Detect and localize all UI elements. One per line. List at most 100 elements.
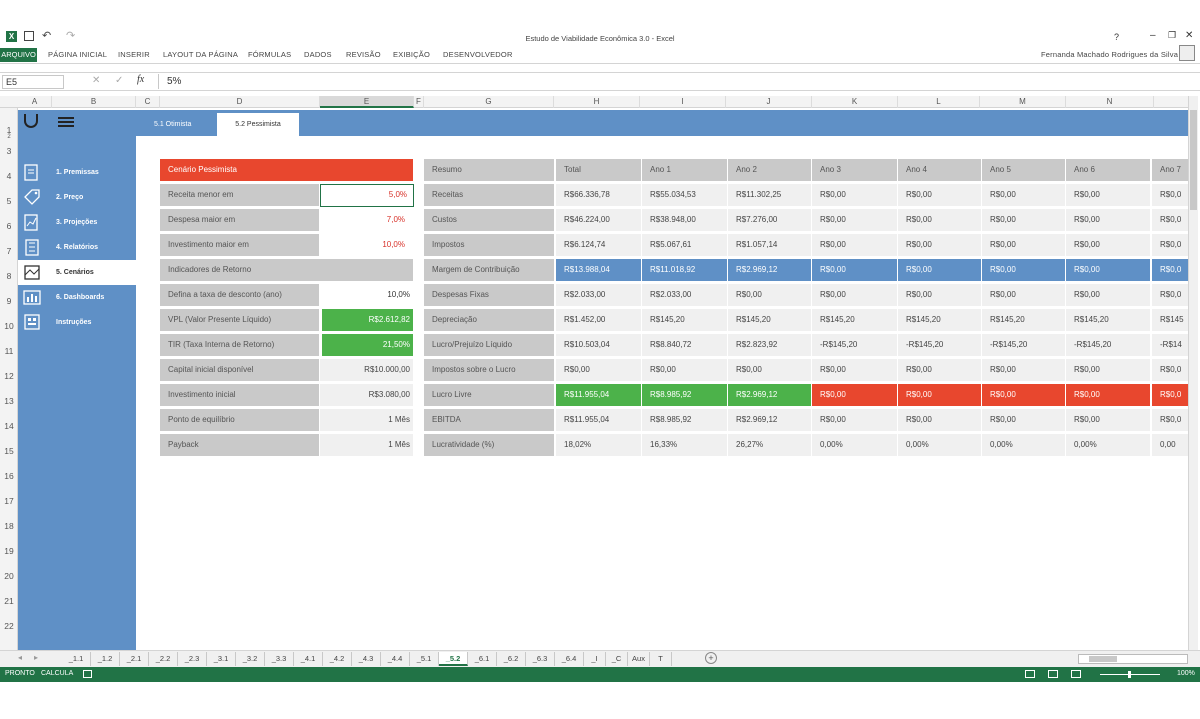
row-header[interactable]: 14 <box>4 421 14 431</box>
row-header[interactable]: 11 <box>4 346 14 356</box>
row-header[interactable]: 16 <box>4 471 14 481</box>
column-header[interactable]: B <box>52 96 136 108</box>
sidebar-item-cenarios[interactable]: 5. Cenários <box>18 260 136 285</box>
row-header[interactable]: 17 <box>4 496 14 506</box>
tab-otimista[interactable]: 5.1 Otimista <box>154 121 192 128</box>
row-header[interactable]: 19 <box>4 546 14 556</box>
sheet-tab[interactable]: _4.1 <box>294 652 323 666</box>
row-header[interactable]: 18 <box>4 521 14 531</box>
tab-desenvolvedor[interactable]: DESENVOLVEDOR <box>443 50 513 59</box>
avatar[interactable] <box>1179 45 1195 61</box>
page-break-icon[interactable] <box>1071 670 1081 678</box>
row-header[interactable]: 6 <box>6 221 12 231</box>
column-header[interactable]: D <box>160 96 320 108</box>
sheet-tab[interactable]: _2.1 <box>120 652 149 666</box>
horizontal-scrollbar[interactable] <box>1078 654 1188 664</box>
scenario-value[interactable]: 7,0% <box>386 215 405 224</box>
column-header[interactable]: G <box>424 96 554 108</box>
tab-dados[interactable]: DADOS <box>304 50 332 59</box>
sidebar-item-instrucoes[interactable]: Instruções <box>18 310 136 335</box>
column-header[interactable]: J <box>726 96 812 108</box>
row-header[interactable]: 9 <box>6 296 12 306</box>
tab-pagina-inicial[interactable]: PÁGINA INICIAL <box>48 50 108 59</box>
sheet-tab[interactable]: _5.1 <box>410 652 439 666</box>
help-icon[interactable]: ? <box>1114 32 1120 42</box>
row-header[interactable]: 10 <box>4 321 14 331</box>
confirm-icon[interactable]: ✓ <box>115 75 124 86</box>
row-header[interactable]: 20 <box>4 571 14 581</box>
scenario-value[interactable]: 5,0% <box>320 184 414 207</box>
row-header[interactable]: 13 <box>4 396 14 406</box>
sheet-tab[interactable]: _3.2 <box>236 652 265 666</box>
tab-pessimista[interactable]: 5.2 Pessimista <box>217 113 299 136</box>
row-header[interactable]: 12 <box>4 371 14 381</box>
column-header[interactable]: K <box>812 96 898 108</box>
zoom-level[interactable]: 100% <box>1177 670 1195 677</box>
tab-formulas[interactable]: FÓRMULAS <box>248 50 292 59</box>
minimize-icon[interactable]: – <box>1150 30 1156 41</box>
row-header[interactable]: 7 <box>6 246 12 256</box>
sheet-tab[interactable]: T <box>650 652 672 666</box>
macro-icon[interactable] <box>83 670 92 678</box>
scroll-right-icon[interactable]: ▸ <box>34 653 39 662</box>
add-sheet-icon[interactable]: + <box>705 652 717 664</box>
sidebar-item-relatorios[interactable]: 4. Relatórios <box>18 235 136 260</box>
vertical-scrollbar[interactable] <box>1188 96 1198 650</box>
tab-exibicao[interactable]: EXIBIÇÃO <box>393 50 431 59</box>
sheet-tab[interactable]: _4.2 <box>323 652 352 666</box>
sheet-tab[interactable]: _6.4 <box>555 652 584 666</box>
column-header[interactable]: I <box>640 96 726 108</box>
row-header[interactable]: 8 <box>6 271 12 281</box>
normal-view-icon[interactable] <box>1025 670 1035 678</box>
zoom-slider[interactable] <box>1100 671 1160 678</box>
tab-inserir[interactable]: INSERIR <box>118 50 150 59</box>
row-header[interactable]: 3 <box>6 146 12 156</box>
sheet-tab[interactable]: _C <box>606 652 628 666</box>
tab-layout[interactable]: LAYOUT DA PÁGINA <box>163 50 239 59</box>
sheet-tab[interactable]: _5.2 <box>439 652 468 666</box>
row-header[interactable]: 15 <box>4 446 14 456</box>
column-header[interactable]: M <box>980 96 1066 108</box>
sidebar-item-dashboards[interactable]: 6. Dashboards <box>18 285 136 310</box>
name-box[interactable]: E5 <box>2 75 64 89</box>
tab-arquivo[interactable]: ARQUIVO <box>0 48 37 62</box>
row-header[interactable]: 1 <box>6 125 12 135</box>
indicator-value[interactable]: 10,0% <box>387 290 410 299</box>
close-icon[interactable]: ✕ <box>1185 30 1194 41</box>
user-name[interactable]: Fernanda Machado Rodrigues da Silva <box>1041 50 1179 59</box>
sheet-tab[interactable]: _3.3 <box>265 652 294 666</box>
redo-icon[interactable]: ↷ <box>66 30 76 42</box>
sidebar-item-premissas[interactable]: 1. Premissas <box>18 160 136 185</box>
scenario-value[interactable]: 10,0% <box>382 240 405 249</box>
restore-icon[interactable]: ❐ <box>1168 30 1177 40</box>
sheet-tab[interactable]: _6.3 <box>526 652 555 666</box>
sheet-tab[interactable]: _6.1 <box>468 652 497 666</box>
sheet-tab[interactable]: _3.1 <box>207 652 236 666</box>
sheet-tab[interactable]: _2.2 <box>149 652 178 666</box>
tab-revisao[interactable]: REVISÃO <box>346 50 381 59</box>
column-header[interactable]: C <box>136 96 160 108</box>
sheet-tab[interactable]: _4.4 <box>381 652 410 666</box>
sidebar-item-preco[interactable]: 2. Preço <box>18 185 136 210</box>
row-header[interactable]: 4 <box>6 171 12 181</box>
column-header[interactable]: A <box>18 96 52 108</box>
row-header[interactable]: 2 <box>7 134 11 140</box>
sheet-tab[interactable]: _I <box>584 652 606 666</box>
column-header[interactable]: F <box>414 96 424 108</box>
sheet-tab[interactable]: Aux <box>628 652 650 666</box>
function-icon[interactable]: fx <box>137 74 145 85</box>
row-header[interactable]: 21 <box>4 596 14 606</box>
column-header[interactable]: L <box>898 96 980 108</box>
scroll-left-icon[interactable]: ◂ <box>18 653 23 662</box>
sheet-tab[interactable]: _6.2 <box>497 652 526 666</box>
row-header[interactable]: 22 <box>4 621 14 631</box>
undo-icon[interactable]: ↶ <box>42 30 52 42</box>
sheet-tab[interactable]: _4.3 <box>352 652 381 666</box>
column-header[interactable]: N <box>1066 96 1154 108</box>
formula-input[interactable]: 5% <box>158 74 1198 89</box>
column-header[interactable]: H <box>554 96 640 108</box>
page-layout-icon[interactable] <box>1048 670 1058 678</box>
column-header[interactable]: E <box>320 96 414 108</box>
sheet-tab[interactable]: _1.2 <box>91 652 120 666</box>
sheet-tab[interactable]: _2.3 <box>178 652 207 666</box>
